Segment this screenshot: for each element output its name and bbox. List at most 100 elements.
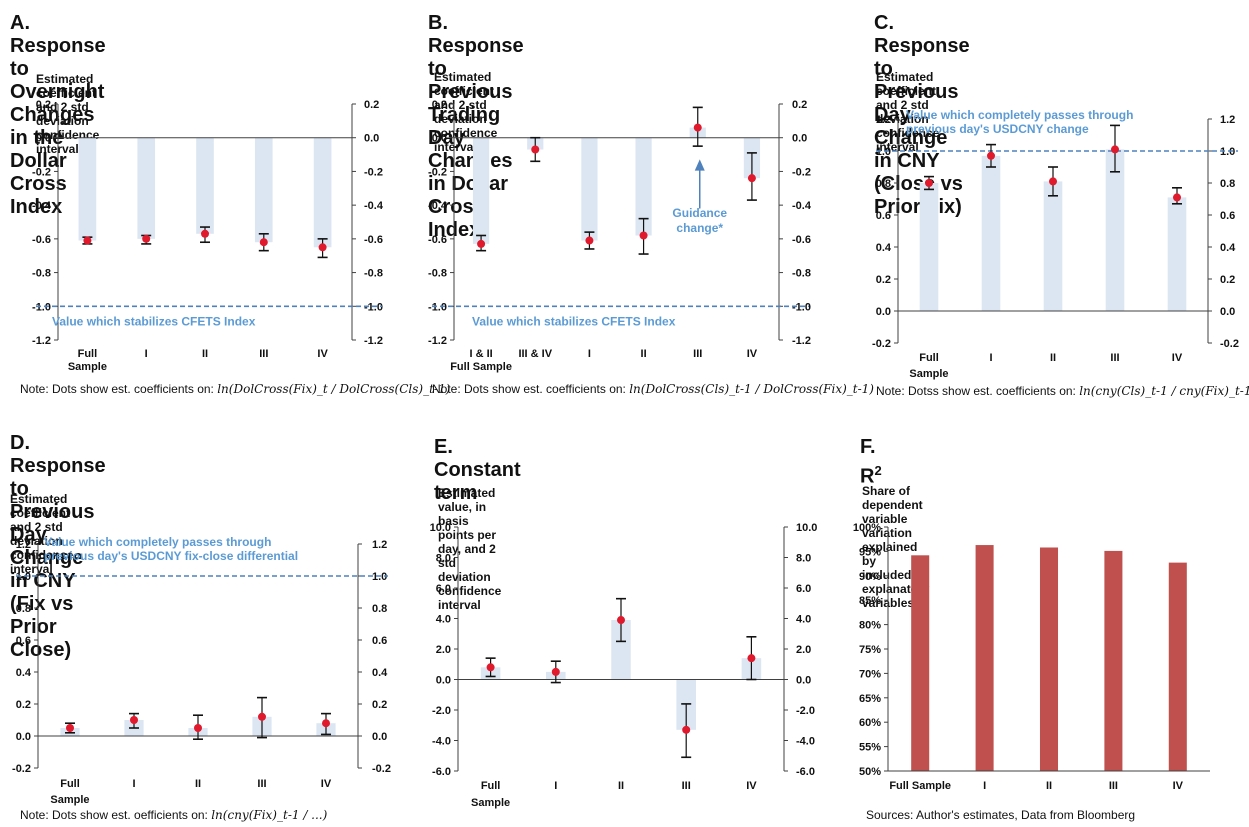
y-tick-label: -0.4 [32,200,52,212]
reference-label: Value which completely passes through [44,535,271,549]
y-tick-label: 1.2 [876,114,891,126]
y-tick-label: -1.0 [32,301,51,313]
reference-label: previous day's USDCNY fix-close differen… [44,549,298,563]
panel-f-title: F. R2 [860,436,882,489]
y-tick-label: 0.4 [16,667,32,679]
x-tick-label: Sample [471,797,510,809]
y-tick-label-right: 0.0 [1220,306,1235,318]
coefficient-dot [318,243,327,252]
y-tick-label: 60% [859,717,881,729]
panel-f-title-text: F. R [860,436,876,488]
x-tick-label: Full [60,778,80,790]
y-tick-label: 0.2 [16,699,31,711]
bar [1105,149,1125,311]
y-tick-label: -2.0 [432,705,451,717]
coefficient-dot [258,712,266,721]
panel-b-formula: ln(DolCross(Cls)_t-1 / DolCross(Fix)_t-1… [629,382,874,396]
y-tick-label-right: 10.0 [796,522,817,534]
bar [1104,550,1123,771]
y-tick-label-right: -4.0 [796,736,815,748]
bar [472,137,490,244]
y-tick-label: 6.0 [436,583,451,595]
x-tick-label: III [693,348,702,360]
panel-b-note-text: Note: Dots show est. coefficients on: [432,382,626,396]
x-tick-label: IV [747,348,758,360]
coefficient-dot [486,663,495,672]
y-tick-label: -0.2 [872,338,891,350]
y-tick-label-right: 0.0 [796,675,811,687]
y-tick-label-right: -0.4 [792,200,812,212]
x-tick-label: II [618,780,624,792]
x-tick-label: I [588,348,591,360]
x-tick-label: Full [919,352,939,364]
y-tick-label-right: -0.2 [792,166,811,178]
coefficient-dot [322,719,330,728]
y-tick-label: -0.8 [32,268,51,280]
y-tick-label-right: 0.0 [792,133,807,145]
y-tick-label: -6.0 [432,766,451,778]
y-tick-label-right: 0.2 [364,99,379,111]
annotation-label: change* [676,221,723,235]
x-tick-label: I [145,348,148,360]
y-tick-label: -1.2 [428,335,447,347]
bar [78,137,97,241]
x-tick-label: II [641,348,647,360]
y-tick-label: 0.6 [876,210,891,222]
reference-label: Value which stabilizes CFETS Index [472,314,676,328]
y-tick-label-right: 0.4 [1220,242,1236,254]
coefficient-dot [259,238,268,247]
coefficient-dot [531,145,540,154]
y-tick-label-right: 0.2 [792,99,807,111]
y-tick-label: 0.2 [36,99,51,111]
x-tick-label: I [132,778,135,790]
y-tick-label-right: 4.0 [796,614,811,626]
y-tick-label: 1.2 [16,539,31,551]
x-tick-label: IV [1173,780,1184,792]
annotation-arrowhead [694,159,705,171]
y-tick-label-right: 2.0 [796,644,811,656]
x-tick-label: I [983,780,986,792]
panel-a-note-text: Note: Dots show est. coefficients on: [20,382,214,396]
x-tick-label: III [1110,352,1119,364]
y-tick-label-right: -1.0 [364,301,383,313]
y-tick-label: -0.8 [428,268,447,280]
y-tick-label: 0.0 [876,306,891,318]
x-tick-label: II [195,778,201,790]
coefficient-dot [130,716,138,724]
panel-c-formula: ln(cny(Cls)_t-1 / cny(Fix)_t-1) [1079,384,1249,398]
y-tick-label: 75% [859,644,881,656]
y-tick-label: 85% [859,595,881,607]
bar [196,137,214,234]
bar [137,137,156,239]
x-tick-label: Full Sample [450,361,512,373]
x-tick-label: II [202,348,208,360]
y-tick-label: 4.0 [436,614,451,626]
y-tick-label: 1.0 [16,571,31,583]
y-tick-label-right: 0.8 [372,603,387,615]
coefficient-dot [194,724,202,732]
y-tick-label: -0.4 [428,200,448,212]
y-tick-label: -0.2 [428,166,447,178]
panel-c-note-text: Note: Dotss show est. coefficients on: [876,384,1076,398]
y-tick-label-right: 1.0 [1220,146,1235,158]
y-tick-label-right: -1.2 [364,335,383,347]
y-tick-label-right: -0.2 [372,763,391,775]
y-tick-label-right: 0.8 [1220,178,1235,190]
panel-c-title: C. Response to Previous Day Change in CN… [874,12,970,218]
bar [1043,181,1063,311]
coefficient-dot [682,725,691,734]
x-tick-label: II [1046,780,1052,792]
y-tick-label: 65% [859,693,881,705]
y-tick-label: 0.0 [16,731,31,743]
y-tick-label: -4.0 [432,736,451,748]
panel-e-chart: 10.0 10.0 8.0 8.0 6.0 6.0 4.0 4.0 2.0 2.0 0.0 0.0 -2… [430,522,818,809]
coefficient-dot [925,179,933,187]
y-tick-label: 2.0 [436,644,451,656]
bar [911,555,930,771]
y-tick-label-right: -0.6 [792,234,811,246]
coefficient-dot [1049,177,1057,186]
coefficient-dot [1173,193,1181,202]
y-tick-label-right: 0.6 [1220,210,1235,222]
coefficient-dot [1111,145,1119,154]
panel-d-formula: ln(cny(Fix)_t-1 / ...) [211,808,328,822]
